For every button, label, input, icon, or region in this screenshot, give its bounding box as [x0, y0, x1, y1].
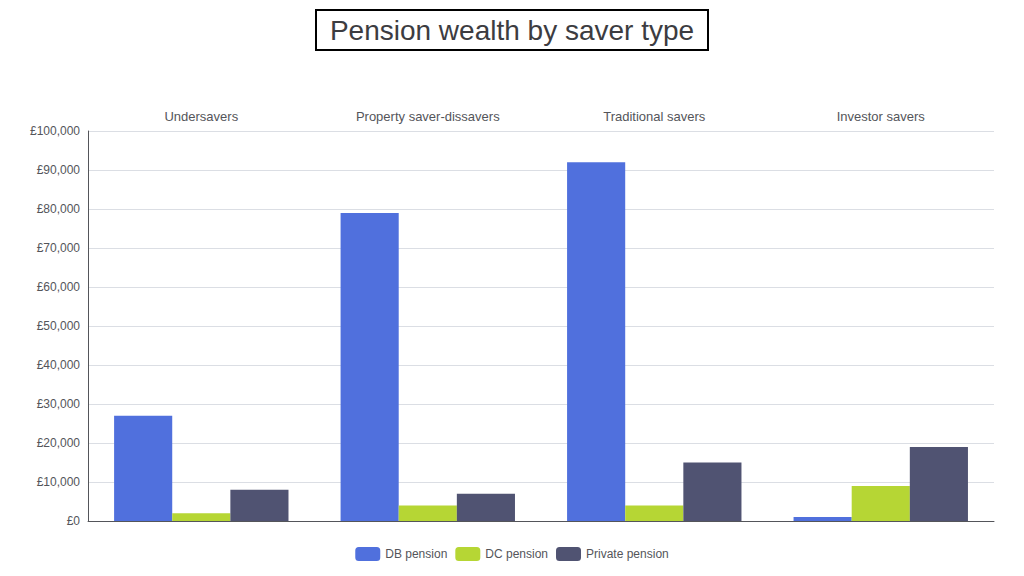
- svg-text:£100,000: £100,000: [30, 124, 80, 138]
- svg-text:Undersavers: Undersavers: [164, 109, 238, 124]
- svg-text:DB pension: DB pension: [385, 547, 447, 561]
- svg-text:£30,000: £30,000: [37, 397, 81, 411]
- svg-text:Pension wealth by saver type: Pension wealth by saver type: [330, 15, 694, 46]
- svg-text:£80,000: £80,000: [37, 202, 81, 216]
- svg-text:£50,000: £50,000: [37, 319, 81, 333]
- svg-text:£10,000: £10,000: [37, 475, 81, 489]
- svg-text:Property saver-dissavers: Property saver-dissavers: [356, 109, 500, 124]
- svg-text:Private pension: Private pension: [586, 547, 669, 561]
- svg-text:£20,000: £20,000: [37, 436, 81, 450]
- svg-text:£90,000: £90,000: [37, 163, 81, 177]
- svg-text:£70,000: £70,000: [37, 241, 81, 255]
- svg-text:Investor savers: Investor savers: [837, 109, 926, 124]
- svg-text:£0: £0: [67, 514, 81, 528]
- svg-text:Traditional savers: Traditional savers: [603, 109, 706, 124]
- svg-text:£40,000: £40,000: [37, 358, 81, 372]
- svg-text:£60,000: £60,000: [37, 280, 81, 294]
- svg-text:DC pension: DC pension: [485, 547, 548, 561]
